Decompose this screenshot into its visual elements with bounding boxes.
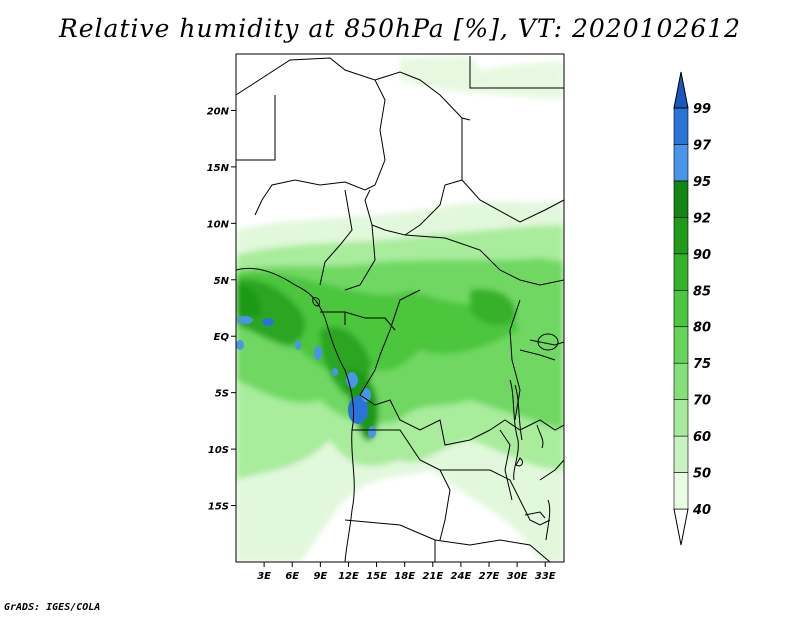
colorbar-label: 92 <box>693 211 711 226</box>
colorbar-label: 80 <box>693 321 711 336</box>
lon-tick-label: 3E <box>257 571 271 582</box>
lat-tick-label: 15S <box>208 502 229 513</box>
colorbar-segment <box>673 144 689 182</box>
colorbar-segment <box>673 217 689 255</box>
humidity-field <box>236 56 564 562</box>
lon-tick-label: 18E <box>394 571 415 582</box>
lon-tick-label: 27E <box>479 571 500 582</box>
colorbar-label: 85 <box>693 284 711 299</box>
colorbar: 40 50 60 70 75 80 85 90 92 95 97 99 <box>673 71 712 546</box>
colorbar-segment <box>673 435 689 473</box>
lat-tick-label: 10S <box>208 445 229 456</box>
lat-tick-label: EQ <box>214 332 230 343</box>
country-borders <box>236 56 564 562</box>
lon-tick-label: 9E <box>313 571 327 582</box>
map-frame <box>235 53 565 563</box>
colorbar-segment <box>673 289 689 328</box>
latitude-axis: 20N 15N 10N 5N EQ 5S 10S 15S <box>207 106 236 513</box>
lon-tick-label: 33E <box>535 571 556 582</box>
colorbar-segment <box>673 362 689 400</box>
lat-tick-label: 5N <box>214 276 230 287</box>
lon-tick-label: 6E <box>285 571 299 582</box>
colorbar-segment <box>673 399 689 437</box>
colorbar-label: 97 <box>693 138 712 153</box>
colorbar-low-extension <box>673 508 689 546</box>
lon-tick-label: 21E <box>422 571 443 582</box>
colorbar-label: 70 <box>693 394 711 409</box>
colorbar-segment <box>673 472 689 510</box>
map-title: Relative humidity at 850hPa [%], VT: 202… <box>58 14 742 43</box>
colorbar-label: 75 <box>693 357 711 372</box>
lon-tick-label: 12E <box>338 571 359 582</box>
colorbar-segment <box>673 326 689 364</box>
lon-tick-label: 30E <box>507 571 528 582</box>
colorbar-high-extension <box>673 71 689 109</box>
colorbar-segment <box>673 107 689 145</box>
colorbar-label: 99 <box>693 102 711 117</box>
lat-tick-label: 15N <box>207 163 230 174</box>
colorbar-label: 50 <box>693 467 711 482</box>
lat-tick-label: 20N <box>207 106 230 117</box>
lon-tick-label: 15E <box>366 571 387 582</box>
colorbar-segment <box>673 253 689 291</box>
colorbar-label: 95 <box>693 175 711 190</box>
lat-tick-label: 10N <box>207 219 230 230</box>
colorbar-segment <box>673 180 689 218</box>
credit-label: GrADS: IGES/COLA <box>4 602 101 613</box>
lon-tick-label: 24E <box>451 571 472 582</box>
longitude-axis: 3E 6E 9E 12E 15E 18E 21E 24E 27E 30E 33E <box>257 562 556 582</box>
lat-tick-label: 5S <box>215 389 229 400</box>
lakes <box>312 297 559 541</box>
colorbar-label: 90 <box>693 248 711 263</box>
colorbar-label: 60 <box>693 430 711 445</box>
colorbar-label: 40 <box>692 503 711 518</box>
